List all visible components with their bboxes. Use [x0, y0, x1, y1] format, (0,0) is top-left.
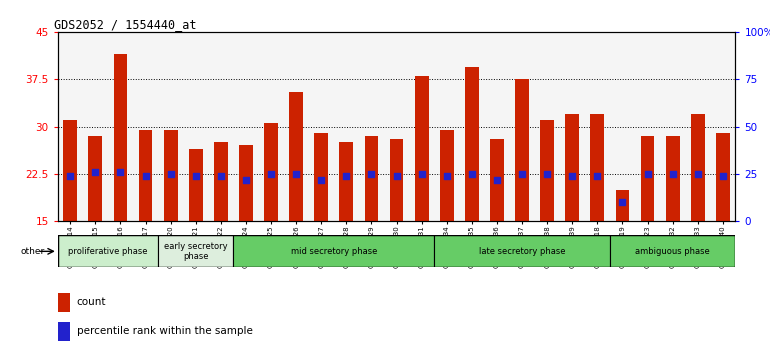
Text: other: other: [21, 247, 45, 256]
Bar: [490, 139, 504, 221]
Point: [641, 171, 654, 177]
Bar: [164, 130, 178, 221]
Bar: [114, 54, 127, 221]
Bar: [591, 114, 604, 221]
Bar: [158, 235, 233, 267]
Point: [466, 171, 478, 177]
Bar: [264, 124, 278, 221]
Point: [691, 171, 704, 177]
Point: [416, 171, 428, 177]
Text: early secretory
phase: early secretory phase: [164, 242, 228, 261]
Point: [265, 171, 277, 177]
Point: [239, 177, 252, 182]
Bar: [565, 114, 579, 221]
Bar: [641, 136, 654, 221]
Point: [591, 173, 604, 179]
Bar: [666, 136, 679, 221]
Bar: [515, 79, 529, 221]
Text: GDS2052 / 1554440_at: GDS2052 / 1554440_at: [55, 18, 197, 31]
Text: count: count: [77, 297, 106, 307]
Point: [566, 173, 578, 179]
Bar: [610, 235, 735, 267]
Bar: [89, 136, 102, 221]
Text: ambiguous phase: ambiguous phase: [635, 247, 710, 256]
Point: [717, 173, 729, 179]
Point: [215, 173, 227, 179]
Bar: [415, 76, 429, 221]
Bar: [716, 133, 730, 221]
Point: [390, 173, 403, 179]
Text: late secretory phase: late secretory phase: [479, 247, 565, 256]
Point: [541, 171, 554, 177]
Bar: [58, 235, 158, 267]
Bar: [189, 149, 203, 221]
Point: [165, 171, 177, 177]
Bar: [314, 133, 328, 221]
Bar: [440, 130, 454, 221]
Point: [340, 173, 353, 179]
Bar: [691, 114, 705, 221]
Bar: [58, 322, 70, 341]
Point: [189, 173, 202, 179]
Point: [667, 171, 679, 177]
Point: [490, 177, 503, 182]
Bar: [233, 235, 434, 267]
Bar: [390, 139, 403, 221]
Bar: [290, 92, 303, 221]
Bar: [434, 235, 610, 267]
Point: [440, 173, 453, 179]
Bar: [58, 293, 70, 312]
Text: percentile rank within the sample: percentile rank within the sample: [77, 326, 253, 336]
Bar: [364, 136, 378, 221]
Point: [89, 169, 102, 175]
Bar: [340, 142, 353, 221]
Point: [616, 199, 628, 205]
Bar: [615, 190, 629, 221]
Point: [516, 171, 528, 177]
Text: mid secretory phase: mid secretory phase: [290, 247, 377, 256]
Bar: [139, 130, 152, 221]
Point: [365, 171, 377, 177]
Point: [64, 173, 76, 179]
Point: [290, 171, 303, 177]
Bar: [541, 120, 554, 221]
Bar: [214, 142, 228, 221]
Bar: [465, 67, 479, 221]
Bar: [239, 145, 253, 221]
Point: [114, 169, 126, 175]
Bar: [63, 120, 77, 221]
Point: [139, 173, 152, 179]
Text: proliferative phase: proliferative phase: [69, 247, 148, 256]
Point: [315, 177, 327, 182]
